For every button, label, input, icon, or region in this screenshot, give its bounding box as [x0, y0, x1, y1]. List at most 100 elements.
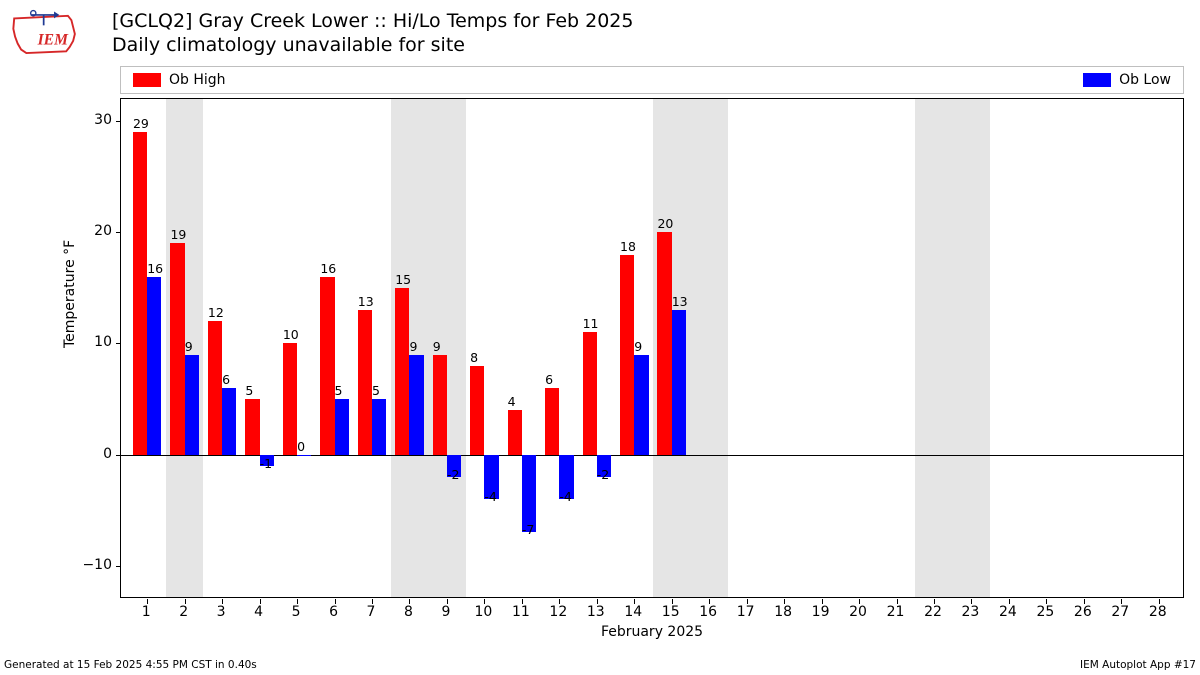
bar-high-label: 8	[470, 350, 478, 365]
x-tick-label: 15	[662, 604, 680, 620]
x-tick-label: 23	[962, 604, 980, 620]
y-tick	[116, 232, 121, 233]
x-tick-label: 25	[1036, 604, 1054, 620]
legend-swatch-high	[133, 73, 161, 87]
x-axis-label: February 2025	[601, 624, 703, 640]
bar-high-label: 18	[620, 239, 636, 254]
bar-high	[320, 277, 334, 455]
bar-low-label: -7	[522, 522, 534, 537]
x-tick-label: 9	[441, 604, 450, 620]
x-tick-label: 20	[849, 604, 867, 620]
footer-app-text: IEM Autoplot App #17	[1080, 659, 1196, 671]
bar-high	[657, 232, 671, 454]
bar-high-label: 6	[545, 372, 553, 387]
x-tick-label: 1	[142, 604, 151, 620]
bar-low	[297, 455, 311, 456]
bar-low-label: -1	[260, 456, 272, 471]
svg-text:IEM: IEM	[37, 31, 69, 48]
bar-high	[545, 388, 559, 455]
x-tick-label: 14	[624, 604, 642, 620]
x-tick-label: 21	[887, 604, 905, 620]
y-tick	[116, 566, 121, 567]
x-tick-label: 17	[737, 604, 755, 620]
bar-high	[470, 366, 484, 455]
bar-low	[672, 310, 686, 454]
bar-low-label: -4	[484, 489, 496, 504]
weekend-shade	[915, 99, 990, 597]
x-tick-label: 5	[292, 604, 301, 620]
bar-high	[283, 343, 297, 454]
legend-swatch-low	[1083, 73, 1111, 87]
x-tick-label: 12	[549, 604, 567, 620]
bar-low-label: 16	[147, 261, 163, 276]
bar-high	[133, 132, 147, 454]
bar-low	[522, 455, 536, 533]
bar-high	[208, 321, 222, 454]
bar-low	[372, 399, 386, 455]
bar-high-label: 16	[320, 261, 336, 276]
chart-title-block: [GCLQ2] Gray Creek Lower :: Hi/Lo Temps …	[112, 10, 633, 58]
bar-high	[433, 355, 447, 455]
bar-high-label: 12	[208, 305, 224, 320]
y-tick	[116, 343, 121, 344]
bar-low-label: 9	[409, 339, 417, 354]
bar-low	[634, 355, 648, 455]
bar-high	[395, 288, 409, 455]
bar-low-label: 6	[222, 372, 230, 387]
bar-high	[620, 255, 634, 455]
chart-title-line1: [GCLQ2] Gray Creek Lower :: Hi/Lo Temps …	[112, 10, 633, 34]
y-tick	[116, 121, 121, 122]
x-tick-label: 6	[329, 604, 338, 620]
x-tick-label: 24	[999, 604, 1017, 620]
bar-low	[185, 355, 199, 455]
footer-generated-text: Generated at 15 Feb 2025 4:55 PM CST in …	[4, 659, 257, 671]
y-tick-label: 30	[0, 112, 112, 128]
x-tick-label: 3	[217, 604, 226, 620]
bar-high-label: 11	[583, 316, 599, 331]
legend-label-low: Ob Low	[1119, 72, 1171, 88]
y-tick-label: −10	[0, 557, 112, 573]
x-tick-label: 19	[812, 604, 830, 620]
bar-low-label: -2	[447, 467, 459, 482]
x-tick-label: 10	[474, 604, 492, 620]
bar-low	[147, 277, 161, 455]
bar-low	[409, 355, 423, 455]
x-tick-label: 13	[587, 604, 605, 620]
x-tick-label: 11	[512, 604, 530, 620]
bar-high	[508, 410, 522, 454]
bar-low-label: 5	[335, 383, 343, 398]
bar-low-label: 13	[672, 294, 688, 309]
legend-label-high: Ob High	[169, 72, 226, 88]
bar-high-label: 4	[508, 394, 516, 409]
bar-high-label: 13	[358, 294, 374, 309]
y-axis-label: Temperature °F	[62, 240, 78, 348]
x-tick-label: 2	[179, 604, 188, 620]
bar-high-label: 9	[433, 339, 441, 354]
bar-low-label: 9	[634, 339, 642, 354]
bar-low-label: 0	[297, 439, 305, 454]
bar-high-label: 10	[283, 327, 299, 342]
bar-high	[170, 243, 184, 454]
y-tick-label: 10	[0, 334, 112, 350]
bar-low-label: 5	[372, 383, 380, 398]
bar-low-label: -2	[597, 467, 609, 482]
bar-low	[335, 399, 349, 455]
bar-low-label: -4	[559, 489, 571, 504]
y-tick	[116, 455, 121, 456]
bar-high	[358, 310, 372, 454]
x-tick-label: 16	[699, 604, 717, 620]
bar-high-label: 19	[170, 227, 186, 242]
chart-plot-area: 29161991265-11001651351599-28-44-76-411-…	[120, 98, 1184, 598]
x-tick-label: 27	[1111, 604, 1129, 620]
bar-high	[583, 332, 597, 454]
bar-high	[245, 399, 259, 455]
bar-high-label: 29	[133, 116, 149, 131]
x-tick-label: 7	[367, 604, 376, 620]
x-tick-label: 26	[1074, 604, 1092, 620]
y-tick-label: 0	[0, 446, 112, 462]
chart-title-line2: Daily climatology unavailable for site	[112, 34, 633, 58]
bar-high-label: 15	[395, 272, 411, 287]
iem-logo: IEM	[8, 8, 88, 60]
chart-legend: Ob High Ob Low	[120, 66, 1184, 94]
bar-high-label: 20	[657, 216, 673, 231]
